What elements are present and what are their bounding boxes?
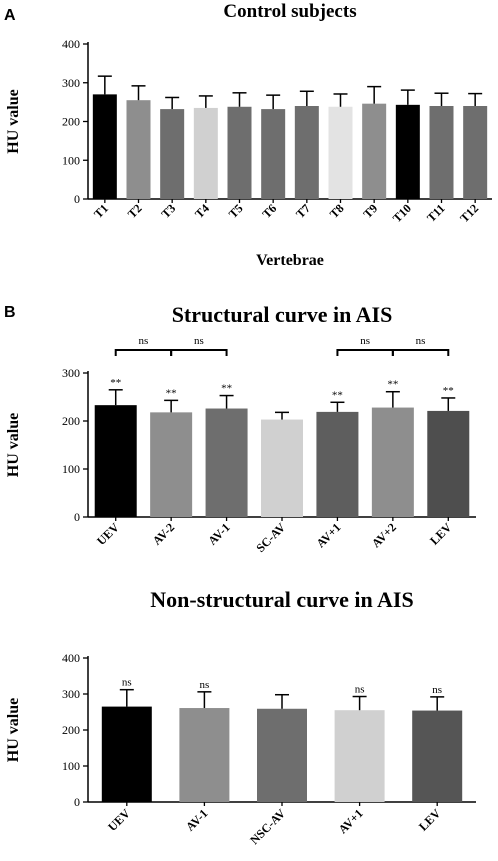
panel-letter-a: A bbox=[4, 7, 16, 24]
y-tick-label: 0 bbox=[74, 510, 80, 524]
bar bbox=[463, 106, 488, 199]
x-tick-label: T6 bbox=[259, 201, 279, 221]
significance-label: ** bbox=[332, 389, 343, 401]
bar bbox=[429, 106, 454, 199]
chart-title: Structural curve in AIS bbox=[172, 302, 393, 327]
bar bbox=[371, 407, 414, 517]
x-tick-label: T3 bbox=[158, 201, 178, 221]
chart-structural-curve: Structural curve in AIS HU value 0 100 200 30… bbox=[5, 302, 476, 555]
bar bbox=[261, 419, 303, 517]
x-tick-label: T8 bbox=[327, 201, 347, 221]
x-tick-label: NSC-AV bbox=[247, 806, 288, 847]
x-tick-label: AV-2 bbox=[150, 520, 177, 547]
y-axis-label: HU value bbox=[5, 89, 22, 153]
x-tick-label: AV-1 bbox=[183, 806, 210, 833]
x-tick-label: T10 bbox=[390, 201, 414, 225]
bar bbox=[92, 94, 117, 199]
y-tick-label: 200 bbox=[62, 115, 80, 129]
comparison-bracket bbox=[170, 349, 228, 356]
y-tick-label: 400 bbox=[62, 651, 80, 665]
comparison-bracket bbox=[336, 349, 394, 356]
y-axis-label: HU value bbox=[5, 698, 22, 762]
x-tick-label: AV+2 bbox=[369, 520, 399, 550]
x-axis-label: Vertebrae bbox=[256, 252, 324, 269]
y-axis-label: HU value bbox=[5, 413, 22, 477]
y-tick-label: 0 bbox=[74, 795, 80, 809]
y-tick-label: 300 bbox=[62, 687, 80, 701]
x-tick-label: T12 bbox=[457, 201, 481, 225]
bar bbox=[193, 107, 218, 199]
x-tick-label: AV-1 bbox=[205, 520, 232, 547]
x-tick-label: LEV bbox=[416, 806, 444, 834]
significance-label: ns bbox=[355, 684, 365, 696]
bar bbox=[334, 710, 385, 802]
y-tick-label: 200 bbox=[62, 414, 80, 428]
x-tick-label: AV+1 bbox=[313, 520, 343, 550]
bar bbox=[179, 708, 230, 802]
x-tick-label: T2 bbox=[125, 201, 145, 221]
y-tick-label: 200 bbox=[62, 723, 80, 737]
bracket-label: ns bbox=[416, 335, 426, 347]
y-tick-label: 300 bbox=[62, 366, 80, 380]
y-tick-label: 100 bbox=[62, 462, 80, 476]
bar bbox=[395, 104, 420, 199]
bar bbox=[412, 710, 463, 802]
bar bbox=[227, 106, 252, 199]
y-tick-label: 0 bbox=[74, 192, 80, 206]
bracket-label: ns bbox=[360, 335, 370, 347]
y-tick-label: 100 bbox=[62, 759, 80, 773]
x-tick-label: UEV bbox=[94, 520, 122, 548]
bar bbox=[101, 706, 152, 802]
significance-label: ** bbox=[443, 385, 454, 397]
significance-label: ** bbox=[110, 377, 121, 389]
bar bbox=[160, 109, 185, 199]
bar bbox=[294, 106, 319, 199]
x-tick-label: T5 bbox=[226, 201, 246, 221]
panel-letter-b: B bbox=[4, 304, 16, 321]
x-tick-label: AV+1 bbox=[336, 806, 366, 836]
bar bbox=[328, 106, 353, 199]
significance-label: ns bbox=[200, 679, 210, 691]
x-tick-label: T1 bbox=[91, 201, 111, 221]
chart-title: Control subjects bbox=[223, 1, 356, 22]
y-tick-label: 100 bbox=[62, 153, 80, 167]
significance-label: ** bbox=[387, 379, 398, 391]
comparison-bracket bbox=[114, 349, 173, 356]
bar bbox=[427, 410, 470, 517]
bar bbox=[150, 412, 193, 517]
bar bbox=[316, 411, 359, 517]
bar bbox=[94, 405, 137, 517]
significance-label: ns bbox=[432, 684, 442, 696]
chart-non-structural-curve: Non-structural curve in AIS HU value 0 100 2… bbox=[5, 587, 476, 847]
bar bbox=[362, 103, 387, 199]
bracket-label: ns bbox=[194, 335, 204, 347]
y-tick-label: 400 bbox=[62, 37, 80, 51]
bar bbox=[205, 408, 248, 517]
comparison-bracket bbox=[391, 349, 450, 356]
significance-label: ** bbox=[166, 387, 177, 399]
x-tick-label: T7 bbox=[293, 201, 313, 221]
x-tick-label: T4 bbox=[192, 201, 212, 221]
bar bbox=[126, 100, 151, 199]
y-tick-label: 300 bbox=[62, 76, 80, 90]
bracket-label: ns bbox=[139, 335, 149, 347]
x-tick-label: T9 bbox=[360, 201, 380, 221]
chart-title: Non-structural curve in AIS bbox=[150, 587, 413, 612]
significance-label: ns bbox=[122, 677, 132, 689]
chart-control-subjects: Control subjects HU value Vertebrae 0 100 200… bbox=[5, 1, 492, 269]
bar bbox=[261, 109, 286, 199]
bar bbox=[257, 708, 307, 802]
x-tick-label: LEV bbox=[427, 520, 455, 548]
x-tick-label: UEV bbox=[105, 806, 133, 834]
x-tick-label: SC-AV bbox=[253, 520, 288, 555]
x-tick-label: T11 bbox=[424, 201, 448, 225]
significance-label: ** bbox=[221, 383, 232, 395]
